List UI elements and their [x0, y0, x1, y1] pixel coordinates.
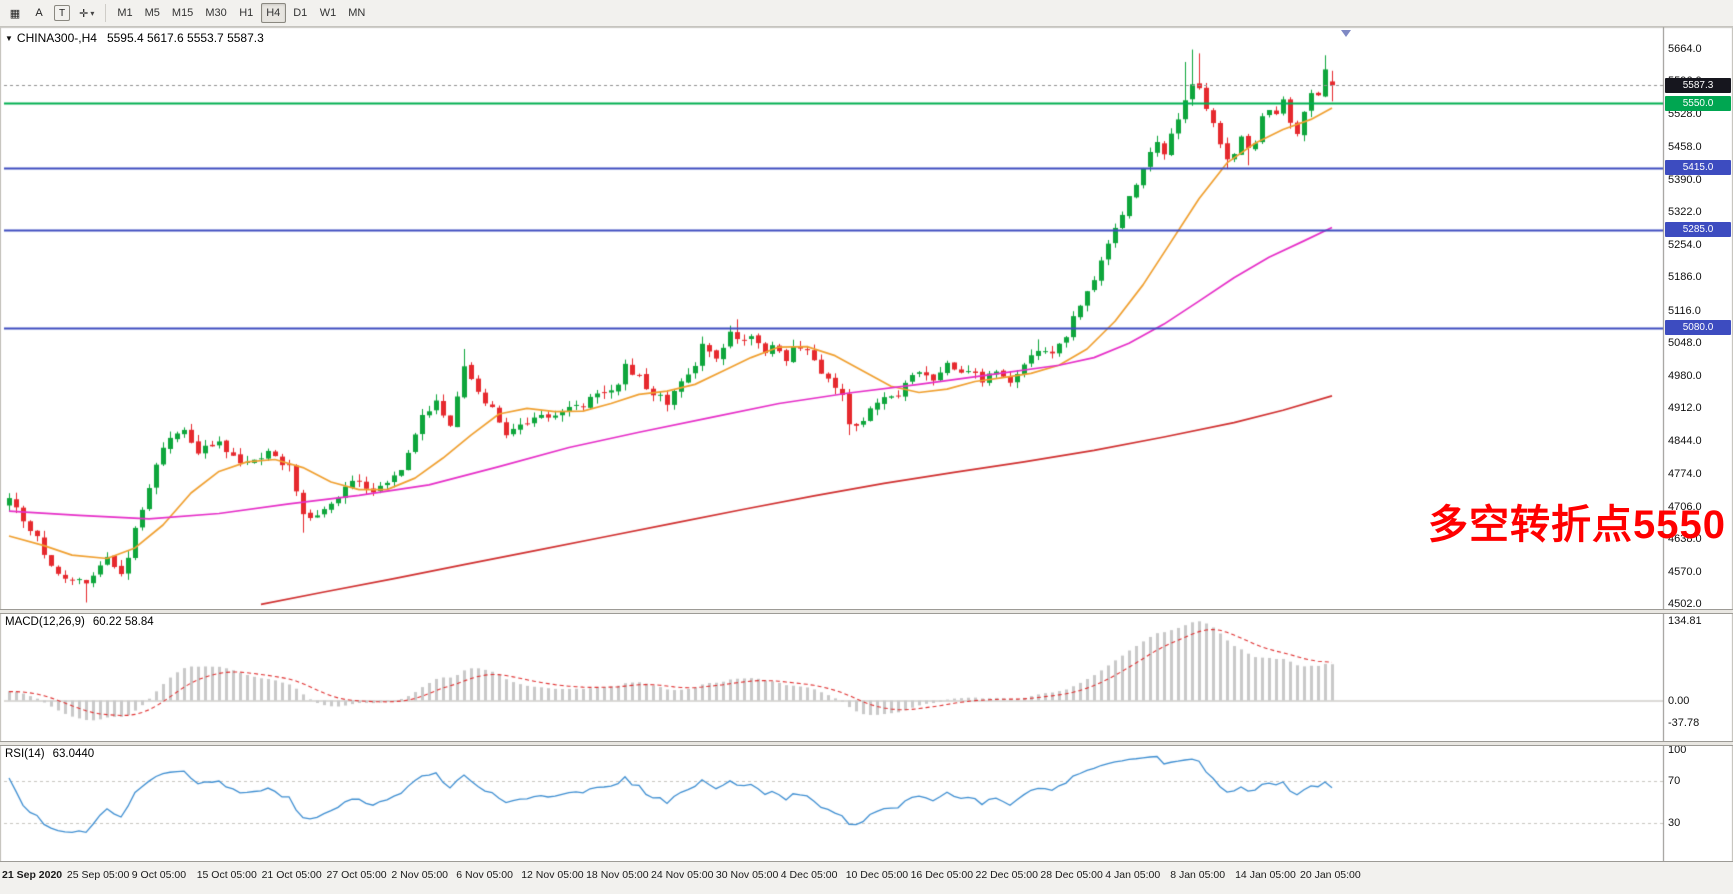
time-tick-label: 22 Dec 05:00: [975, 869, 1038, 881]
time-tick-label: 21 Sep 2020: [2, 869, 63, 881]
crosshair-tool-icon[interactable]: ✛ ▾: [79, 7, 95, 20]
price-tick-label: 5664.0: [1668, 42, 1702, 55]
chart-title: ▼ CHINA300-,H4 5595.4 5617.6 5553.7 5587.3: [5, 31, 264, 45]
tile-windows-icon[interactable]: ▦: [9, 7, 21, 20]
macd-tick-label: 134.81: [1668, 614, 1702, 627]
macd-values: 60.22 58.84: [92, 616, 154, 628]
timeframe-h4[interactable]: H4: [260, 3, 286, 23]
time-tick-label: 12 Nov 05:00: [521, 869, 584, 881]
time-tick-label: 4 Jan 05:00: [1105, 869, 1161, 881]
toolbar-tool-buttons: ▦ A T ✛ ▾: [4, 3, 99, 23]
toolbar-separator: [105, 4, 107, 22]
time-tick-label: 25 Sep 05:00: [66, 869, 130, 881]
time-tick-label: 20 Jan 05:00: [1300, 869, 1361, 881]
rsi-indicator-label: RSI(14) 63.0440: [5, 748, 94, 760]
rsi-tick-label: 30: [1668, 817, 1681, 830]
rsi-tick-label: 100: [1668, 743, 1687, 756]
time-tick-label: 2 Nov 05:00: [391, 869, 449, 881]
price-tick-label: 4844.0: [1668, 434, 1702, 447]
price-tick-label: 5596.0: [1668, 75, 1702, 88]
timeframe-m15[interactable]: M15: [171, 7, 194, 19]
rsi-name: RSI(14): [5, 748, 45, 760]
price-tick-label: 4502.0: [1668, 598, 1702, 611]
macd-tick-label: -37.78: [1668, 716, 1700, 729]
price-tick-label: 4638.0: [1668, 533, 1702, 546]
time-tick-label: 9 Oct 05:00: [131, 869, 187, 881]
chart-annotation-text: 多空转折点5550: [1428, 503, 1726, 547]
symbol-collapse-icon: ▼: [5, 34, 13, 43]
price-tick-label: 4912.0: [1668, 402, 1702, 415]
time-tick-label: 28 Dec 05:00: [1040, 869, 1103, 881]
price-tick-label: 5116.0: [1668, 304, 1701, 317]
price-tick-label: 4706.0: [1668, 500, 1702, 513]
time-tick-label: 24 Nov 05:00: [651, 869, 714, 881]
timeframe-d1[interactable]: D1: [293, 7, 308, 19]
time-tick-label: 4 Dec 05:00: [780, 869, 838, 881]
price-tick-label: 4570.0: [1668, 565, 1702, 578]
time-axis[interactable]: 21 Sep 2020 25 Sep 05:00 9 Oct 05:00 15 Oct…: [0, 861, 1733, 894]
price-tick-label: 4774.0: [1668, 468, 1702, 481]
time-tick-label: 10 Dec 05:00: [845, 869, 909, 881]
macd-name: MACD(12,26,9): [5, 616, 85, 628]
panel-splitter-rsi[interactable]: [0, 741, 1733, 746]
timeframe-buttons: M1 M5 M15 M30 H1 H4 D1 W1 MN: [112, 3, 370, 23]
dropdown-caret-icon: ▾: [90, 8, 95, 18]
timeframe-mn[interactable]: MN: [348, 7, 366, 19]
time-tick-label: 27 Oct 05:00: [326, 869, 387, 881]
chart-shift-marker-icon: [1341, 30, 1351, 37]
text-tool-icon[interactable]: T: [54, 5, 71, 21]
timeframe-h1[interactable]: H1: [239, 7, 254, 19]
timeframe-w1[interactable]: W1: [319, 7, 337, 19]
timeframe-m1[interactable]: M1: [117, 7, 133, 19]
time-tick-label: 14 Jan 05:00: [1235, 869, 1296, 881]
price-tick-label: 5458.0: [1668, 141, 1702, 154]
time-tick-label: 21 Oct 05:00: [261, 869, 322, 881]
time-tick-label: 30 Nov 05:00: [715, 869, 779, 881]
ohlc-values: 5595.4 5617.6 5553.7 5587.3: [106, 31, 264, 45]
time-tick-label: 16 Dec 05:00: [910, 869, 974, 881]
macd-indicator-label: MACD(12,26,9) 60.22 58.84: [5, 616, 154, 628]
toolbar: ▦ A T ✛ ▾ M1 M5 M15 M30 H1 H4 D1 W1 MN: [0, 0, 1733, 27]
price-tick-label: 4980.0: [1668, 369, 1702, 382]
price-tick-label: 5254.0: [1668, 238, 1702, 251]
price-tick-label: 5048.0: [1668, 337, 1702, 350]
price-tick-label: 5322.0: [1668, 206, 1702, 219]
macd-tick-label: 0.00: [1668, 694, 1690, 707]
price-tick-label: 5186.0: [1668, 271, 1702, 284]
timeframe-m30[interactable]: M30: [205, 7, 227, 19]
price-axis[interactable]: 5664.0 5596.0 5528.0 5458.0 5390.0 5322.0 5254…: [1664, 27, 1733, 861]
time-tick-label: 8 Jan 05:00: [1170, 869, 1226, 881]
price-tick-label: 5528.0: [1668, 107, 1702, 120]
rsi-value: 63.0440: [52, 748, 95, 760]
time-tick-label: 15 Oct 05:00: [196, 869, 257, 881]
price-tick-label: 5390.0: [1668, 173, 1702, 186]
time-tick-label: 6 Nov 05:00: [456, 869, 513, 881]
timeframe-m5[interactable]: M5: [144, 7, 160, 19]
rsi-tick-label: 70: [1668, 775, 1681, 788]
time-tick-label: 18 Nov 05:00: [586, 869, 649, 881]
symbol-period-label: CHINA300-,H4: [16, 31, 97, 45]
arrow-tool-icon[interactable]: A: [35, 7, 43, 19]
panel-splitter-macd[interactable]: [0, 609, 1733, 614]
